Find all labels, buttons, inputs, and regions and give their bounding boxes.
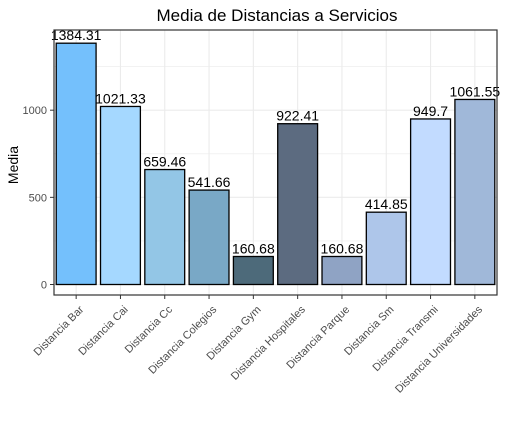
bar (321, 255, 363, 286)
x-tick-label: Distancia Universidades (393, 303, 485, 395)
y-tick-label: 0 (41, 280, 47, 292)
data-label: 1061.55 (450, 83, 501, 99)
data-label: 949.7 (413, 103, 448, 119)
data-label: 541.66 (188, 174, 231, 190)
bar (409, 118, 452, 286)
data-label: 1384.31 (51, 27, 102, 43)
y-tick-label: 1000 (23, 105, 47, 117)
data-label: 160.68 (321, 240, 364, 256)
data-label: 659.46 (143, 154, 186, 170)
y-tick-label: 500 (29, 192, 47, 204)
data-label: 160.68 (232, 240, 275, 256)
chart-title: Media de Distancias a Servicios (157, 6, 398, 25)
y-axis-ticks: 0 500 1000 (23, 105, 54, 292)
bar (365, 211, 407, 286)
bar (144, 168, 186, 286)
data-label: 922.41 (276, 108, 319, 124)
data-label: 414.85 (365, 196, 408, 212)
bar (454, 98, 496, 286)
x-tick-label: Distancia Hospitales (229, 303, 308, 382)
bars (55, 42, 496, 286)
bar (188, 189, 230, 286)
bar (277, 123, 319, 286)
y-axis-label: Media (5, 146, 21, 184)
panel-border (53, 29, 498, 296)
bar (99, 105, 142, 286)
bar (232, 255, 274, 286)
bar (55, 42, 97, 286)
data-label: 1021.33 (95, 90, 146, 106)
